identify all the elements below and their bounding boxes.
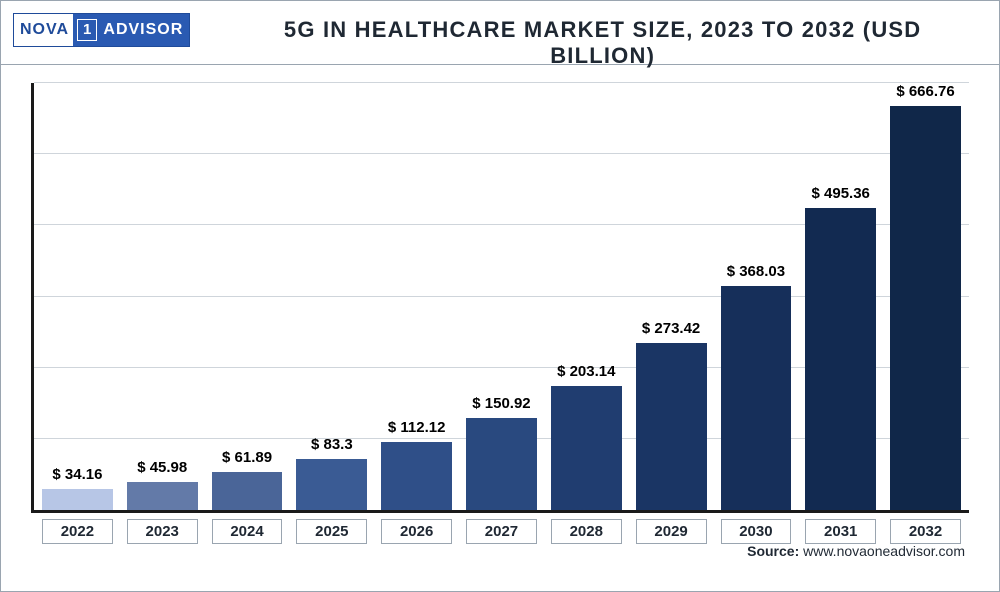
- bar-value-label: $ 112.12: [388, 419, 446, 436]
- chart-frame: NOVA 1 ADVISOR 5G IN HEALTHCARE MARKET S…: [0, 0, 1000, 592]
- chart-title: 5G IN HEALTHCARE MARKET SIZE, 2023 TO 20…: [230, 13, 975, 70]
- bar-slot: $ 150.92: [466, 83, 537, 510]
- bar: [42, 489, 113, 510]
- bar-slot: $ 112.12: [381, 83, 452, 510]
- x-axis-tick: 2030: [721, 519, 792, 544]
- bar-slot: $ 45.98: [127, 83, 198, 510]
- bar-value-label: $ 495.36: [812, 185, 870, 202]
- x-axis-tick: 2029: [636, 519, 707, 544]
- bar-value-label: $ 61.89: [222, 449, 272, 466]
- x-axis-tick: 2031: [805, 519, 876, 544]
- bar: [636, 343, 707, 510]
- x-axis-tick: 2023: [127, 519, 198, 544]
- bar: [127, 482, 198, 510]
- bar-value-label: $ 150.92: [472, 395, 530, 412]
- bar: [890, 106, 961, 510]
- bar-slot: $ 61.89: [212, 83, 283, 510]
- bar-value-label: $ 203.14: [557, 363, 615, 380]
- header: NOVA 1 ADVISOR 5G IN HEALTHCARE MARKET S…: [1, 1, 999, 65]
- bar: [381, 442, 452, 510]
- source-value: www.novaoneadvisor.com: [803, 543, 965, 559]
- bar-slot: $ 273.42: [636, 83, 707, 510]
- bar-slot: $ 83.3: [296, 83, 367, 510]
- bar: [466, 418, 537, 510]
- bar: [212, 472, 283, 510]
- bar-value-label: $ 34.16: [52, 466, 102, 483]
- chart-area: $ 34.16 $ 45.98 $ 61.89 $ 83.3 $ 112.12 $ 150…: [1, 65, 999, 563]
- x-axis-tick: 2022: [42, 519, 113, 544]
- bar: [721, 286, 792, 510]
- bar-value-label: $ 45.98: [137, 459, 187, 476]
- bar-value-label: $ 666.76: [896, 83, 954, 100]
- x-axis-tick: 2028: [551, 519, 622, 544]
- bar-slot: $ 34.16: [42, 83, 113, 510]
- logo-one-icon: 1: [77, 19, 97, 41]
- x-axis: 2022 2023 2024 2025 2026 2027 2028 2029 2030 2031…: [34, 513, 969, 544]
- bar-value-label: $ 368.03: [727, 263, 785, 280]
- source-citation: Source: www.novaoneadvisor.com: [747, 543, 965, 559]
- x-axis-tick: 2024: [212, 519, 283, 544]
- bars-container: $ 34.16 $ 45.98 $ 61.89 $ 83.3 $ 112.12 $ 150…: [34, 83, 969, 510]
- bar-slot: $ 666.76: [890, 83, 961, 510]
- bar-slot: $ 368.03: [721, 83, 792, 510]
- x-axis-tick: 2032: [890, 519, 961, 544]
- x-axis-tick: 2025: [296, 519, 367, 544]
- logo-text-right: ADVISOR: [101, 14, 189, 46]
- brand-logo: NOVA 1 ADVISOR: [13, 13, 190, 47]
- bar: [805, 208, 876, 510]
- logo-text-left: NOVA: [14, 14, 73, 46]
- bar-slot: $ 495.36: [805, 83, 876, 510]
- x-axis-tick: 2026: [381, 519, 452, 544]
- bar-chart: $ 34.16 $ 45.98 $ 61.89 $ 83.3 $ 112.12 $ 150…: [31, 83, 969, 513]
- bar: [551, 386, 622, 510]
- bar-slot: $ 203.14: [551, 83, 622, 510]
- bar-value-label: $ 83.3: [311, 436, 353, 453]
- bar-value-label: $ 273.42: [642, 320, 700, 337]
- source-label: Source:: [747, 543, 803, 559]
- logo-badge: 1: [73, 14, 101, 46]
- x-axis-tick: 2027: [466, 519, 537, 544]
- bar: [296, 459, 367, 510]
